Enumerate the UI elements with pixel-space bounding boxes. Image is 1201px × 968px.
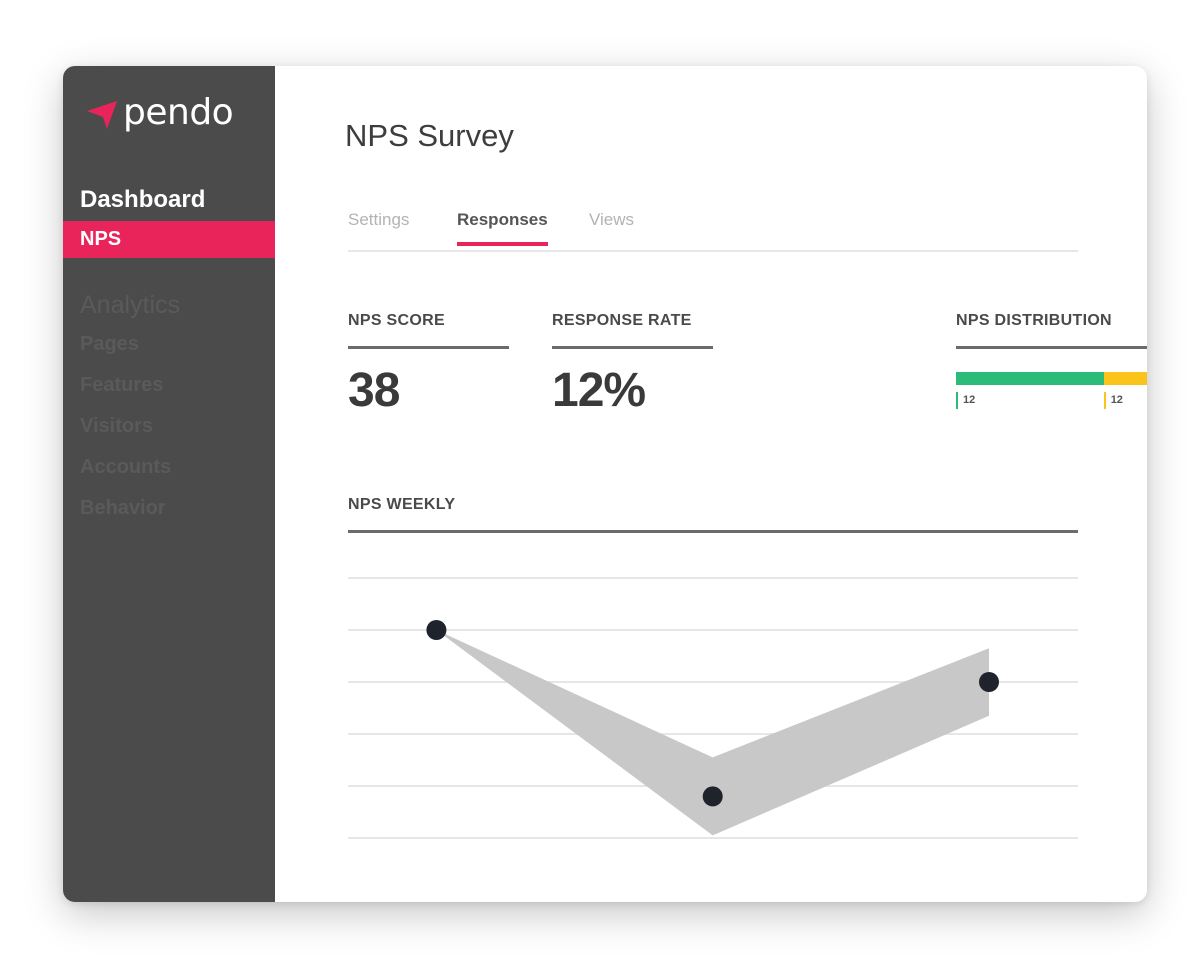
pendo-logo[interactable]: pendo	[85, 91, 234, 133]
distribution-count-passives: 12	[1103, 392, 1123, 409]
distribution-segment-promoters	[956, 372, 1104, 385]
response-rate-value: 12%	[552, 364, 646, 417]
sidebar-item-visitors[interactable]: Visitors	[80, 415, 153, 437]
distribution-count-promoters: 12	[956, 392, 975, 409]
nps-distribution-card: NPS DISTRIBUTION	[956, 312, 1147, 349]
nps-weekly-title: NPS WEEKLY	[348, 496, 1078, 533]
tab-responses[interactable]: Responses	[457, 210, 548, 246]
page-title: NPS Survey	[345, 118, 514, 153]
data-point[interactable]	[426, 620, 447, 640]
sidebar: pendo Dashboard NPS Analytics Pages Feat…	[63, 66, 275, 902]
response-rate-label: RESPONSE RATE	[552, 312, 713, 349]
nav-heading-dashboard[interactable]: Dashboard	[80, 186, 206, 213]
nps-score-label: NPS SCORE	[348, 312, 509, 349]
nps-score-value: 38	[348, 364, 400, 417]
app-window: pendo Dashboard NPS Analytics Pages Feat…	[63, 66, 1147, 902]
sidebar-item-features[interactable]: Features	[80, 374, 164, 396]
response-rate-card: RESPONSE RATE 12%	[552, 312, 713, 418]
nps-distribution-label: NPS DISTRIBUTION	[956, 312, 1147, 349]
nps-distribution-bar	[956, 372, 1147, 385]
nps-weekly-chart	[348, 577, 1078, 839]
pendo-logo-icon	[87, 101, 117, 129]
sidebar-item-pages[interactable]: Pages	[80, 333, 139, 355]
sidebar-item-nps[interactable]: NPS	[63, 221, 275, 258]
data-point[interactable]	[702, 786, 723, 807]
sidebar-item-accounts[interactable]: Accounts	[80, 456, 172, 478]
tab-bar: Settings Responses Views	[348, 210, 1078, 252]
nav-heading-analytics[interactable]: Analytics	[80, 291, 181, 319]
data-point[interactable]	[979, 672, 999, 692]
tab-settings[interactable]: Settings	[348, 210, 410, 229]
main-content: NPS Survey Settings Responses Views NPS …	[275, 66, 1147, 902]
distribution-segment-passives	[1103, 372, 1147, 385]
brand-name: pendo	[123, 91, 234, 133]
sidebar-item-behavior[interactable]: Behavior	[80, 497, 166, 519]
nps-score-card: NPS SCORE 38	[348, 312, 509, 418]
tab-views[interactable]: Views	[589, 210, 635, 229]
